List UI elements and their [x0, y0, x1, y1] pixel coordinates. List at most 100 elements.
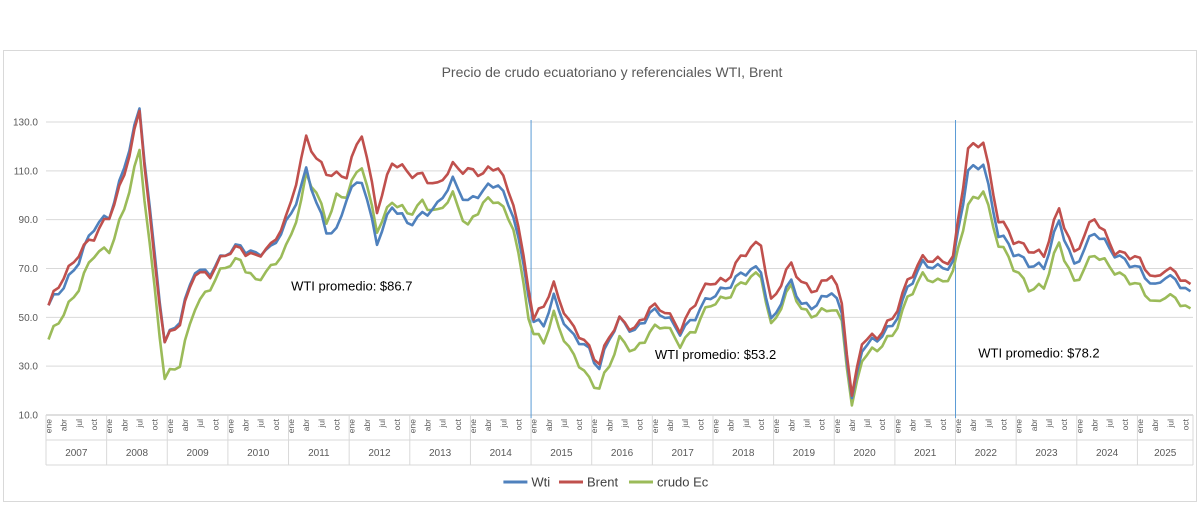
x-year-label: 2023	[1035, 448, 1058, 459]
x-month-label: ene	[468, 419, 478, 433]
x-month-label: oct	[756, 418, 766, 430]
x-year-label: 2022	[975, 448, 998, 459]
x-year-label: 2021	[914, 448, 937, 459]
x-year-label: 2007	[65, 448, 88, 459]
y-tick-label: 90.0	[19, 215, 39, 226]
x-month-label: abr	[968, 419, 978, 431]
x-month-label: jul	[559, 419, 569, 429]
x-month-label: jul	[316, 419, 326, 429]
x-month-label: oct	[635, 418, 645, 430]
x-month-label: jul	[801, 419, 811, 429]
series-line-brent	[47, 109, 1192, 397]
x-month-label: abr	[847, 419, 857, 431]
x-month-label: jul	[377, 419, 387, 429]
x-month-label: abr	[908, 419, 918, 431]
legend-label: crudo Ec	[657, 475, 709, 490]
x-year-label: 2018	[732, 448, 755, 459]
x-month-label: abr	[422, 419, 432, 431]
x-month-label: ene	[892, 419, 902, 433]
annotation-label: WTI promedio: $78.2	[978, 346, 1099, 361]
x-month-label: oct	[332, 418, 342, 430]
x-month-label: abr	[301, 419, 311, 431]
x-month-label: oct	[210, 418, 220, 430]
annotation-label: WTI promedio: $86.7	[291, 278, 412, 293]
x-month-label: oct	[1180, 418, 1190, 430]
x-month-label: ene	[347, 419, 357, 433]
x-month-label: jul	[620, 419, 630, 429]
x-month-label: oct	[1059, 418, 1069, 430]
x-month-label: oct	[877, 418, 887, 430]
x-month-label: jul	[741, 419, 751, 429]
x-year-label: 2016	[611, 448, 634, 459]
x-month-label: oct	[817, 418, 827, 430]
x-month-label: ene	[832, 419, 842, 433]
x-month-label: ene	[1074, 419, 1084, 433]
x-month-label: oct	[513, 418, 523, 430]
x-year-label: 2015	[550, 448, 573, 459]
series-line-crudo	[47, 148, 1192, 407]
legend-label: Wti	[531, 475, 550, 490]
x-month-label: jul	[256, 419, 266, 429]
x-year-label: 2017	[672, 448, 695, 459]
annotation-label: WTI promedio: $53.2	[655, 347, 776, 362]
x-month-label: abr	[119, 419, 129, 431]
x-month-label: ene	[1135, 419, 1145, 433]
x-year-label: 2013	[429, 448, 452, 459]
x-month-label: oct	[695, 418, 705, 430]
x-year-label: 2020	[853, 448, 876, 459]
x-month-label: jul	[862, 419, 872, 429]
x-year-label: 2008	[126, 448, 149, 459]
x-month-label: oct	[999, 418, 1009, 430]
x-month-label: ene	[165, 419, 175, 433]
chart-frame	[3, 50, 1197, 502]
gridlines	[46, 121, 1193, 416]
x-month-label: abr	[241, 419, 251, 431]
x-axis: ene abr jul oct ene abr jul oct ene abr jul oct ene a…	[44, 414, 1194, 466]
x-month-label: abr	[59, 419, 69, 431]
x-month-label: ene	[650, 419, 660, 433]
x-month-label: ene	[953, 419, 963, 433]
x-month-label: jul	[680, 419, 690, 429]
x-month-label: jul	[498, 419, 508, 429]
x-month-label: abr	[786, 419, 796, 431]
x-month-label: abr	[1029, 419, 1039, 431]
x-month-label: abr	[726, 419, 736, 431]
x-month-label: ene	[771, 419, 781, 433]
x-month-label: abr	[604, 419, 614, 431]
x-month-label: oct	[392, 418, 402, 430]
x-year-label: 2011	[308, 448, 330, 459]
legend: Wti Brent crudo Ec	[503, 475, 709, 490]
x-month-label: ene	[225, 419, 235, 433]
y-tick-label: 110.0	[14, 166, 39, 177]
y-tick-label: 10.0	[19, 411, 39, 422]
x-month-label: jul	[74, 419, 84, 429]
x-month-label: jul	[983, 419, 993, 429]
x-month-label: oct	[453, 418, 463, 430]
x-month-label: abr	[362, 419, 372, 431]
annotations: WTI promedio: $86.7 WTI promedio: $53.2 WT…	[291, 278, 1100, 361]
x-month-label: ene	[286, 419, 296, 433]
x-month-label: jul	[134, 419, 144, 429]
x-month-label: oct	[938, 418, 948, 430]
x-month-label: ene	[44, 419, 54, 433]
x-month-label: jul	[1105, 419, 1115, 429]
y-axis-ticks: 10.0 30.0 50.0 70.0 90.0 110.0 130.0	[13, 118, 38, 422]
x-year-label: 2009	[186, 448, 209, 459]
x-month-label: ene	[1014, 419, 1024, 433]
x-year-label: 2024	[1096, 448, 1119, 459]
y-tick-label: 70.0	[19, 264, 39, 275]
x-month-label: ene	[529, 419, 539, 433]
y-tick-label: 130.0	[13, 118, 38, 129]
y-tick-label: 50.0	[19, 313, 39, 324]
x-month-label: abr	[180, 419, 190, 431]
chart-title: Precio de crudo ecuatoriano y referencia…	[442, 64, 783, 80]
x-month-label: oct	[89, 418, 99, 430]
x-month-label: oct	[150, 418, 160, 430]
x-year-label: 2025	[1154, 448, 1177, 459]
x-month-label: jul	[923, 419, 933, 429]
x-year-label: 2019	[793, 448, 816, 459]
x-month-label: ene	[589, 419, 599, 433]
x-month-label: oct	[1120, 418, 1130, 430]
x-month-label: abr	[544, 419, 554, 431]
